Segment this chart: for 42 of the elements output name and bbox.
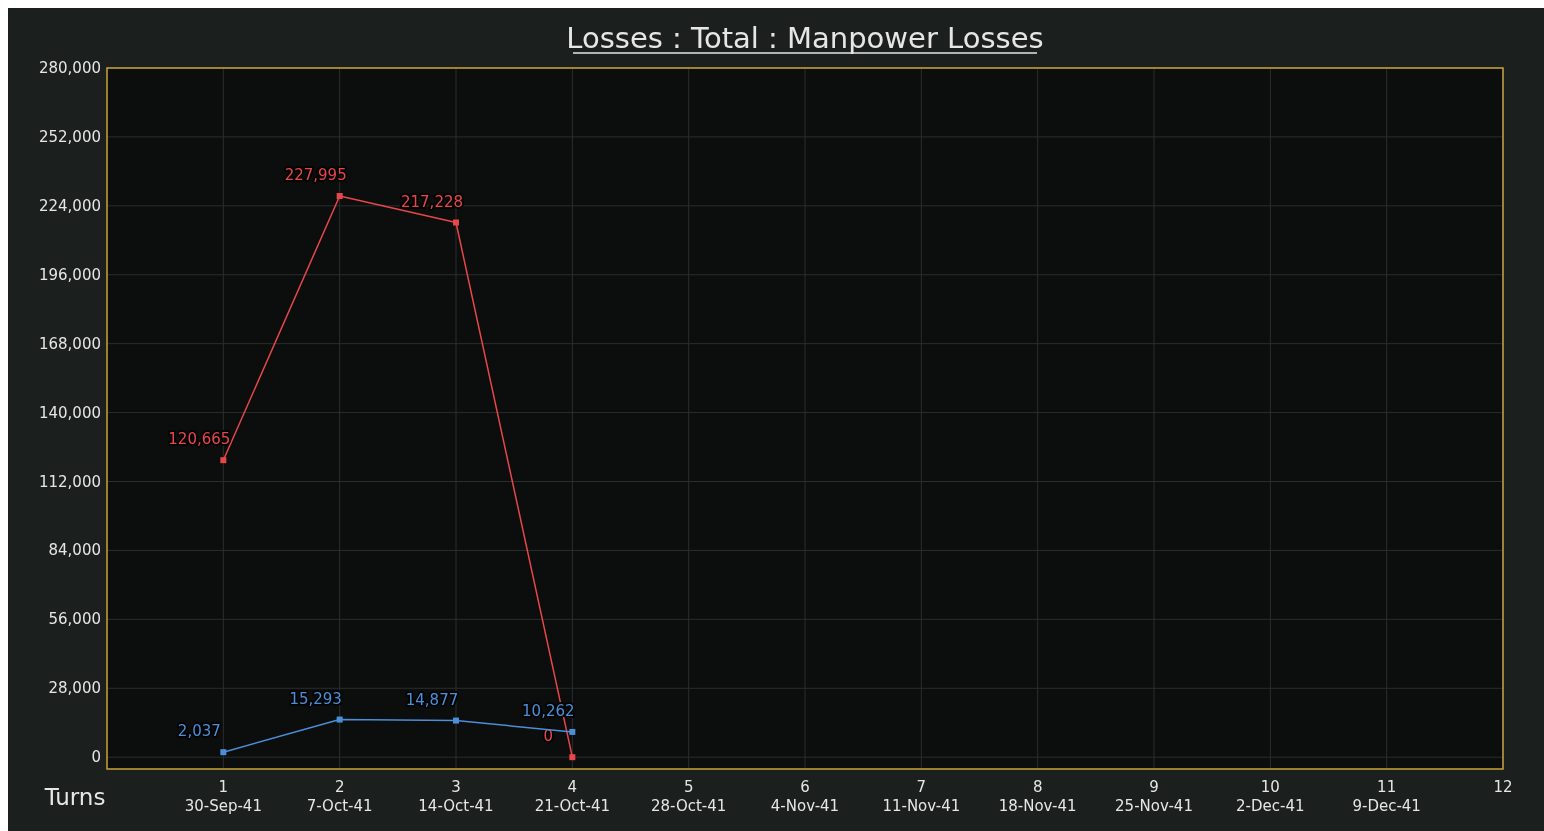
x2-tick-label: 7-Oct-41: [306, 797, 373, 815]
x2-tick-label: 18-Nov-41: [998, 797, 1077, 815]
y-tick-label: 140,000: [38, 403, 101, 422]
x2-tick-label: 14-Oct-41: [418, 797, 494, 815]
x2-tick-label: 30-Sep-41: [184, 797, 262, 815]
y-tick-label: 224,000: [38, 196, 101, 215]
data-label: 15,293: [289, 689, 342, 708]
x-tick-label: 10: [1260, 778, 1280, 796]
x-tick-label: 4: [567, 778, 578, 796]
data-label: 2,037: [177, 722, 221, 741]
x-tick-label: 1: [218, 778, 229, 796]
x2-tick-label: 2-Dec-41: [1236, 797, 1305, 815]
y-tick-label: 196,000: [38, 265, 101, 284]
x-tick-label: 7: [916, 778, 927, 796]
x-tick-label: 9: [1149, 778, 1159, 796]
y-tick-label: 168,000: [38, 334, 101, 353]
data-label: 227,995: [284, 166, 347, 184]
x2-tick-label: 9-Dec-41: [1352, 797, 1421, 815]
x-tick-label: 3: [451, 778, 461, 796]
x-tick-label: 2: [334, 778, 345, 796]
data-label: 217,228: [400, 192, 464, 211]
y-tick-label: 84,000: [48, 541, 101, 560]
x2-tick-label: 28-Oct-41: [650, 797, 727, 815]
y-tick-label: 0: [91, 748, 101, 767]
x-tick-label: 5: [683, 778, 694, 796]
x-tick-label: 6: [800, 778, 810, 796]
x-tick-label: 11: [1377, 778, 1397, 796]
y-tick-label: 56,000: [48, 610, 101, 629]
x2-tick-label: 11-Nov-41: [882, 797, 961, 815]
x2-tick-label: 25-Nov-41: [1115, 797, 1193, 815]
chart-title: Losses : Total : Manpower Losses: [566, 21, 1044, 55]
y-tick-label: 112,000: [38, 472, 101, 491]
y-tick-label: 28,000: [48, 679, 101, 698]
x-axis-title: Turns: [43, 784, 106, 810]
y-tick-label: 280,000: [38, 59, 101, 77]
x-tick-label: 8: [1032, 778, 1043, 796]
data-label: 120,665: [168, 430, 231, 449]
y-tick-label: 252,000: [38, 127, 101, 146]
data-label: 14,877: [405, 690, 459, 709]
x2-tick-label: 4-Nov-41: [770, 797, 840, 815]
x2-tick-label: 21-Oct-41: [534, 797, 611, 815]
x-tick-label: 12: [1493, 778, 1513, 796]
